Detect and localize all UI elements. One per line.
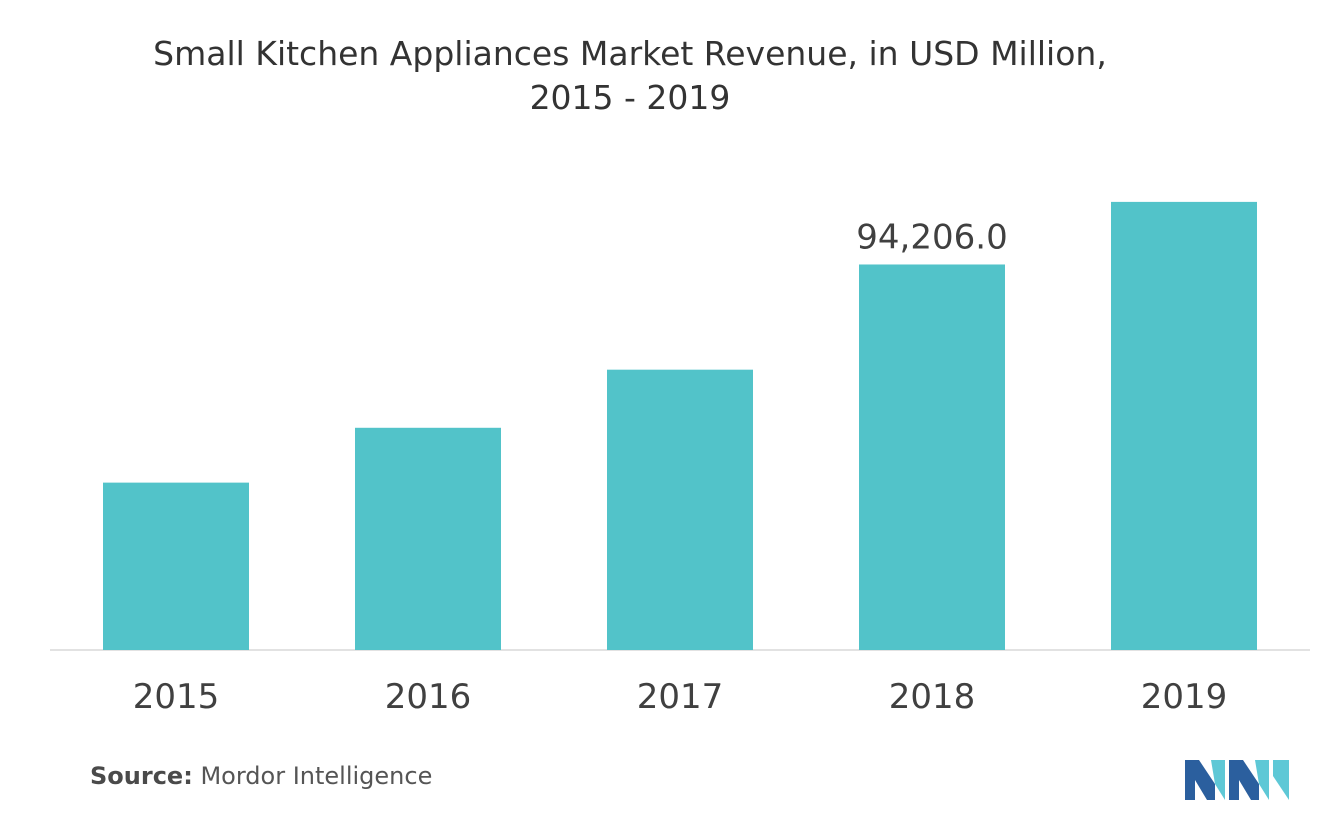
source-label: Source: xyxy=(90,762,193,790)
bar-2019 xyxy=(1111,201,1257,650)
source-note: Source: Mordor Intelligence xyxy=(90,762,432,790)
bar-2016 xyxy=(355,427,501,650)
x-tick-label-2018: 2018 xyxy=(889,677,976,717)
x-tick-label-2019: 2019 xyxy=(1141,677,1228,717)
source-value: Mordor Intelligence xyxy=(200,762,433,790)
mordor-intelligence-logo-icon xyxy=(1185,760,1289,800)
x-tick-label-2015: 2015 xyxy=(133,677,220,717)
bar-2015 xyxy=(103,482,249,650)
bar-2017 xyxy=(607,369,753,650)
chart-title-line-1: Small Kitchen Appliances Market Revenue,… xyxy=(153,34,1107,73)
data-label-2018: 94,206.0 xyxy=(856,217,1007,257)
x-tick-label-2017: 2017 xyxy=(637,677,724,717)
chart-title-line-2: 2015 - 2019 xyxy=(529,78,731,117)
bar-2018 xyxy=(859,264,1005,650)
x-tick-label-2016: 2016 xyxy=(385,677,472,717)
